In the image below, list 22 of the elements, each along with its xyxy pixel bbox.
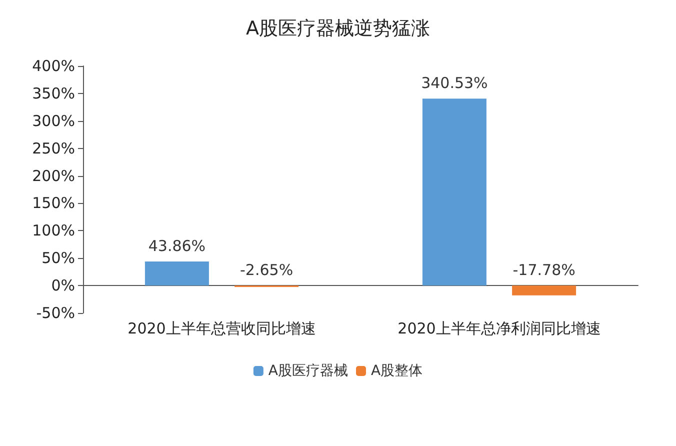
y-tick-label: 350% — [32, 84, 75, 102]
y-tick-label: 150% — [32, 194, 75, 212]
data-label: -17.78% — [512, 261, 576, 280]
y-tick-label: 50% — [42, 249, 75, 268]
y-tick-label: 0% — [51, 276, 75, 295]
legend-label: A股医疗器械 — [268, 363, 348, 379]
legend-label: A股整体 — [371, 363, 423, 379]
y-tick-label: 400% — [32, 57, 75, 75]
data-label: -2.65% — [240, 261, 294, 280]
bar — [144, 261, 209, 286]
data-label: 43.86% — [148, 236, 206, 255]
x-tick-label: 2020上半年总营收同比增速 — [128, 320, 316, 338]
data-label: 340.53% — [421, 74, 488, 92]
y-tick-label: 200% — [32, 166, 75, 185]
x-tick-label: 2020上半年总净利润同比增速 — [398, 320, 601, 338]
bar — [422, 98, 486, 286]
y-tick-label: 250% — [32, 139, 75, 158]
y-tick-label: 300% — [32, 112, 75, 130]
y-tick-label: 100% — [32, 222, 75, 240]
bar — [512, 286, 576, 296]
y-tick-label: -50% — [36, 304, 75, 322]
chart-title: A股医疗器械逆势猛涨 — [246, 18, 430, 40]
